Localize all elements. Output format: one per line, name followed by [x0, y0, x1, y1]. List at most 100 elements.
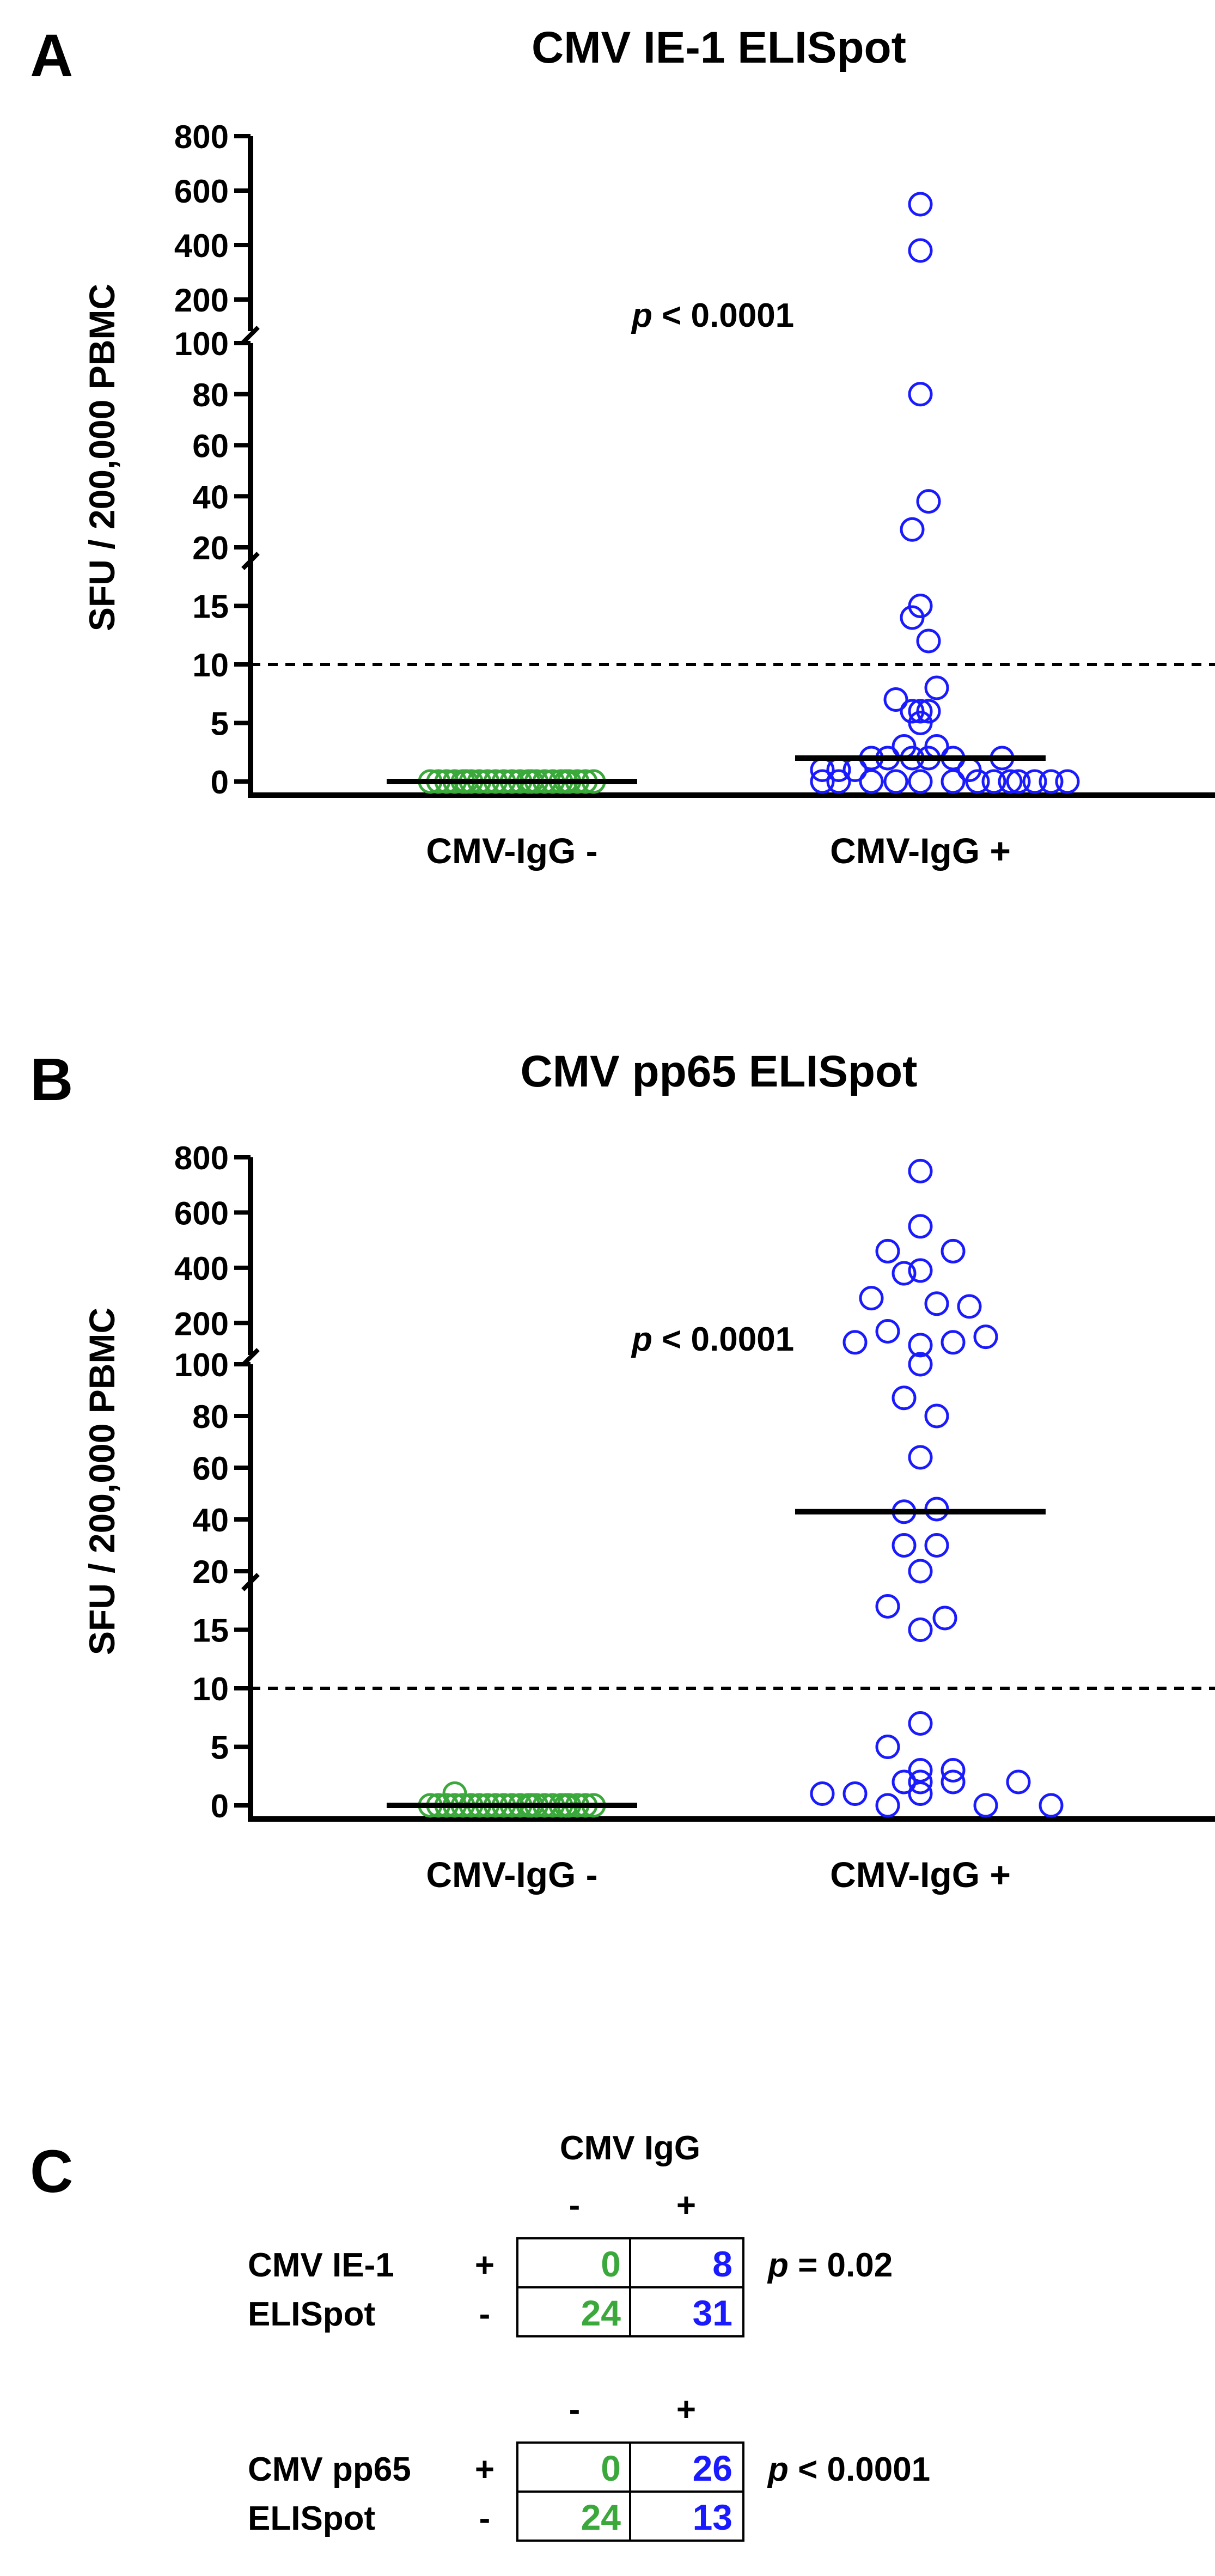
chart-b-point-positive — [908, 1559, 933, 1584]
chart-b-point-positive — [842, 1330, 868, 1355]
chart-b-point-positive — [941, 1238, 966, 1263]
chart-b-point-positive — [924, 1403, 949, 1429]
table1-label-top: CMV IE-1 — [248, 2247, 394, 2284]
chart-b-y-tick-label: 5 — [211, 1730, 229, 1766]
chart-a-y-tick-label: 20 — [192, 530, 229, 566]
chart-b-p-italic: p — [631, 1321, 652, 1358]
chart-b-point-positive — [810, 1781, 835, 1806]
chart-b-point-positive — [892, 1769, 917, 1794]
chart-b-point-positive — [892, 1385, 917, 1411]
chart-b-point-positive — [941, 1769, 966, 1794]
chart-a-p-value: p < 0.0001 — [631, 297, 794, 334]
chart-a-y-tick-label: 80 — [192, 377, 229, 413]
chart-a-y-tick-label: 40 — [192, 479, 229, 515]
chart-b-p-rest: < 0.0001 — [652, 1321, 794, 1358]
table1-p-value: p = 0.02 — [767, 2247, 893, 2284]
chart-a-y-tick-label: 15 — [192, 589, 229, 625]
table2-col-sign-pos: + — [676, 2391, 696, 2428]
chart-a-p-rest: < 0.0001 — [652, 297, 794, 334]
chart-a-plot: 0 5 10 15 20 40 60 80 100 200 400 600 800 — [174, 119, 1215, 801]
chart-b-point-positive — [941, 1330, 966, 1355]
chart-a-y-tick-label: 400 — [174, 228, 229, 264]
chart-b-category-0: CMV-IgG - — [426, 1854, 597, 1895]
chart-a-point-positive — [908, 769, 933, 794]
chart-a-p-italic: p — [631, 297, 652, 334]
chart-b-y-tick-label: 10 — [192, 1671, 229, 1707]
table1-col-sign-pos: + — [676, 2187, 696, 2224]
chart-b-point-positive — [1006, 1769, 1031, 1794]
panel-letter-a: A — [30, 22, 73, 89]
chart-b-ylabel: SFU / 200,000 PBMC — [82, 1308, 122, 1655]
chart-b-y-tick-label: 40 — [192, 1502, 229, 1539]
chart-a-point-positive — [916, 628, 941, 654]
chart-b-point-positive — [875, 1793, 900, 1818]
chart-b-point-positive — [924, 1533, 949, 1558]
chart-b-point-positive — [973, 1324, 998, 1350]
chart-a-y-tick-label: 600 — [174, 173, 229, 210]
table1-p-rest: = 0.02 — [789, 2247, 893, 2284]
chart-a-point-positive — [981, 769, 1006, 794]
chart-a-point-positive — [908, 238, 933, 263]
chart-a-category-1: CMV-IgG + — [830, 831, 1011, 871]
chart-b-title: CMV pp65 ELISpot — [521, 1047, 918, 1096]
chart-b-axis-break-mark — [241, 1573, 260, 1591]
table1-cell-pos-pos: 8 — [712, 2244, 732, 2284]
chart-b-point-positive — [973, 1793, 998, 1818]
chart-a-y-tick-label: 800 — [174, 119, 229, 155]
chart-b-y-tick-label: 600 — [174, 1195, 229, 1231]
chart-b-point-positive — [842, 1781, 868, 1806]
chart-a-y-tick-label: 100 — [174, 326, 229, 362]
chart-b-point-positive — [875, 1735, 900, 1759]
chart-b-point-positive — [908, 1617, 933, 1642]
table1-cell-neg-pos: 31 — [693, 2293, 732, 2333]
table2-label-top: CMV pp65 — [248, 2451, 411, 2488]
chart-b-point-positive — [908, 1758, 933, 1783]
chart-a-point-positive — [1039, 769, 1064, 794]
table2-row-sign-pos: + — [475, 2451, 494, 2488]
chart-a-axis-break-mark — [241, 552, 260, 570]
table2-p-value: p < 0.0001 — [767, 2451, 930, 2488]
chart-a-point-positive — [1022, 769, 1047, 794]
chart-b-y-tick-label: 0 — [211, 1788, 229, 1824]
chart-a-axis-break-mark — [241, 326, 260, 344]
table2-cell-pos-neg: 0 — [601, 2448, 621, 2488]
chart-b-point-positive — [892, 1261, 917, 1286]
table2-p-italic: p — [767, 2451, 789, 2488]
table1-row-sign-pos: + — [475, 2247, 494, 2284]
chart-b-p-value: p < 0.0001 — [631, 1321, 794, 1358]
chart-b-point-positive — [908, 1711, 933, 1736]
chart-b-plot: 0 5 10 15 20 40 60 80 100 200 400 600 800 — [174, 1140, 1215, 1824]
chart-a-point-positive — [1006, 769, 1031, 794]
chart-b-point-positive — [875, 1319, 900, 1344]
table2-grid — [516, 2441, 744, 2542]
chart-a-point-positive — [900, 517, 925, 542]
table1-row-sign-neg: - — [479, 2296, 491, 2333]
chart-a-point-positive — [908, 699, 933, 724]
chart-b-point-positive — [908, 1445, 933, 1470]
table1-cell-neg-neg: 24 — [581, 2293, 621, 2333]
chart-b-point-positive — [859, 1286, 884, 1311]
chart-b-y-tick-label: 400 — [174, 1250, 229, 1287]
chart-a-point-positive — [1055, 769, 1080, 794]
chart-b-point-positive — [875, 1594, 900, 1619]
chart-b-category-1: CMV-IgG + — [830, 1854, 1011, 1895]
chart-a-y-tick-label: 0 — [211, 764, 229, 801]
chart-b-point-positive — [908, 1781, 933, 1806]
chart-b-point-positive — [908, 1769, 933, 1794]
chart-b-point-positive — [908, 1333, 933, 1358]
chart-a-point-positive — [965, 769, 990, 794]
table1-col-sign-neg: - — [569, 2187, 581, 2224]
chart-b-point-positive — [957, 1294, 982, 1319]
chart-a-point-positive — [883, 769, 908, 794]
chart-b-point-positive — [924, 1291, 949, 1316]
chart-b-point-positive — [908, 1258, 933, 1283]
table2-row-sign-neg: - — [479, 2500, 491, 2537]
chart-b-point-positive — [908, 1214, 933, 1239]
chart-b-y-tick-label: 80 — [192, 1399, 229, 1435]
table2-label-bottom: ELISpot — [248, 2500, 375, 2537]
panel-c-header: CMV IgG — [560, 2129, 700, 2167]
panel-letter-b: B — [30, 1046, 73, 1113]
chart-a-ylabel: SFU / 200,000 PBMC — [82, 284, 122, 631]
table2-p-rest: < 0.0001 — [789, 2451, 930, 2488]
